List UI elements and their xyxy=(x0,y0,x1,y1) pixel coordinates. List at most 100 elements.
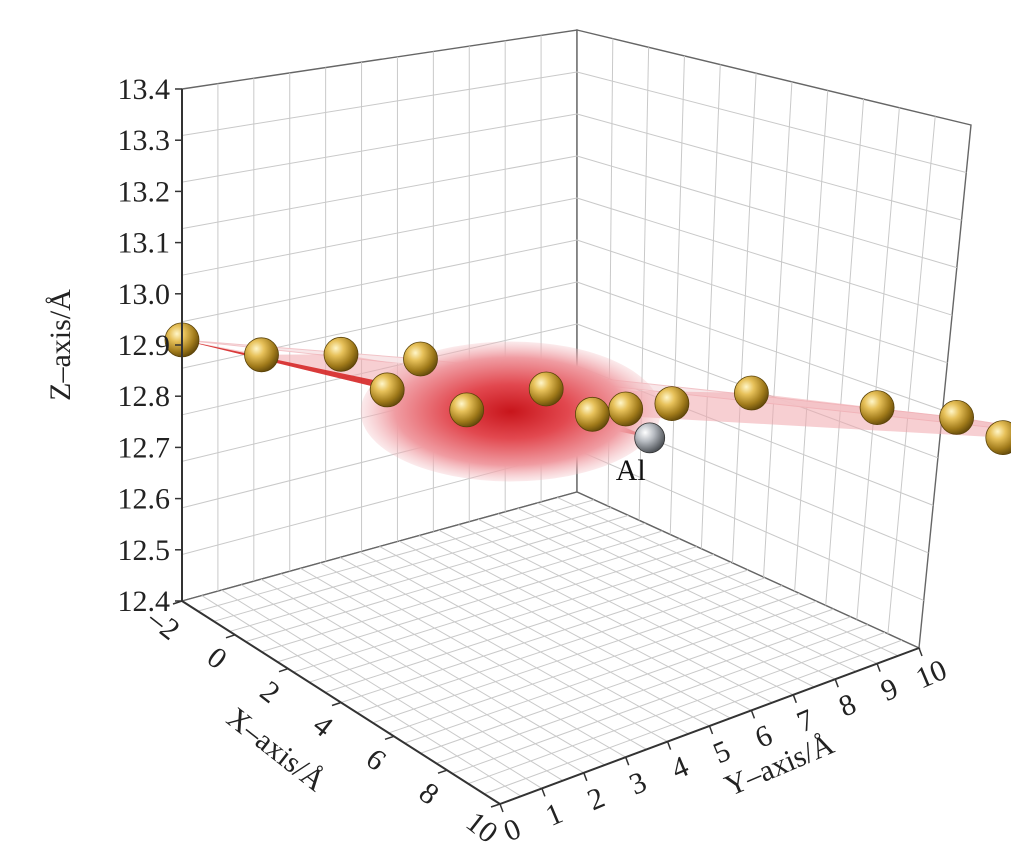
x-tick-label: 10 xyxy=(460,805,504,849)
floor-gridline xyxy=(497,513,836,680)
floor-gridline xyxy=(436,616,851,764)
side-wall-gridline xyxy=(576,197,953,316)
side-wall-gridline xyxy=(887,116,936,634)
mg-atom xyxy=(654,386,690,422)
floor-gridline xyxy=(478,518,815,688)
floor-gridline xyxy=(517,507,857,672)
side-wall-gridline xyxy=(576,449,924,601)
surface-pit-shading xyxy=(360,341,661,482)
y-tick xyxy=(624,756,630,766)
floor-gridline xyxy=(483,639,903,795)
y-tick-label: 5 xyxy=(708,734,735,770)
y-tick xyxy=(834,678,839,688)
side-wall-gridline xyxy=(576,71,967,174)
y-tick xyxy=(708,725,714,735)
floor-gridline xyxy=(452,624,868,775)
mg-atom xyxy=(939,399,974,435)
x-tick-label: 4 xyxy=(307,708,339,743)
z-tick-label: 12.5 xyxy=(118,534,171,567)
mg-atom xyxy=(575,396,610,432)
x-tick-label: 8 xyxy=(413,776,445,811)
back-wall-gridline xyxy=(181,113,578,183)
mg-atom xyxy=(244,337,279,373)
floor-gridline xyxy=(458,524,794,696)
x-tick xyxy=(172,600,183,605)
y-axis-title: Y–axis/Å xyxy=(720,727,839,802)
y-tick-label: 1 xyxy=(541,797,568,833)
z-tick-label: 13.0 xyxy=(118,278,171,311)
y-tick xyxy=(541,788,546,797)
mg-atom xyxy=(985,420,1011,455)
side-wall-gridline xyxy=(825,99,865,606)
x-tick xyxy=(490,803,501,808)
z-tick-label: 12.9 xyxy=(118,329,171,362)
y-tick xyxy=(792,694,798,704)
pink-surface xyxy=(181,339,1011,482)
x-tick-label: 6 xyxy=(360,742,392,777)
x-tick xyxy=(278,667,289,673)
z-tick-label: 12.8 xyxy=(118,380,171,413)
atom-markers: MgAl xyxy=(164,322,1011,487)
floor-gridline xyxy=(468,631,885,785)
y-tick xyxy=(876,663,881,672)
mg-atom xyxy=(734,375,769,411)
side-wall-gridline xyxy=(669,55,685,535)
y-tick xyxy=(750,710,756,719)
side-wall-gridline xyxy=(794,90,829,592)
side-wall-gridline xyxy=(576,281,943,411)
side-wall-gridline xyxy=(576,239,948,364)
back-wall-gridline xyxy=(181,155,578,230)
x-tick xyxy=(384,735,395,741)
al-label: Al xyxy=(616,454,646,487)
x-tick xyxy=(225,634,236,639)
y-tick-label: 4 xyxy=(667,750,694,786)
mg-atom xyxy=(608,391,644,427)
z-tick-label: 12.4 xyxy=(118,585,171,618)
back-wall-gridline xyxy=(181,197,578,276)
y-tick-label: 3 xyxy=(625,765,652,801)
x-axis-title: X–axis/Å xyxy=(220,701,331,798)
y-tick xyxy=(499,803,504,813)
y-tick-label: 2 xyxy=(583,781,610,817)
y-tick-label: 9 xyxy=(876,672,903,708)
z-tick-label: 13.4 xyxy=(118,73,171,106)
z-tick-label: 12.6 xyxy=(118,483,171,516)
z-tick-label: 13.3 xyxy=(118,124,171,157)
z-tick-label: 12.7 xyxy=(118,431,171,464)
z-tick-label: 13.2 xyxy=(118,175,171,208)
floor-gridline xyxy=(438,529,773,704)
side-wall-gridline xyxy=(731,73,757,563)
mg-atom xyxy=(323,336,359,372)
side-wall-gridline xyxy=(576,113,962,221)
y-tick-label: 0 xyxy=(499,812,526,848)
floor-gridline xyxy=(340,569,749,703)
floor-gridline xyxy=(420,608,834,754)
x-tick xyxy=(331,701,342,707)
floor-gridline xyxy=(557,496,899,657)
y-tick-label: 8 xyxy=(834,687,861,723)
x-tick xyxy=(437,769,448,774)
surface-band xyxy=(182,339,1011,438)
mg-atom xyxy=(403,341,438,377)
floor-gridline xyxy=(356,577,766,714)
z-axis-title: Z–axis/Å xyxy=(44,289,77,401)
back-wall-gridline xyxy=(181,239,578,323)
mg-atom xyxy=(369,372,405,408)
side-wall-gridline xyxy=(576,155,957,269)
y-tick xyxy=(583,772,588,782)
al-atom xyxy=(634,422,666,454)
side-wall-gridline xyxy=(856,107,900,620)
floor-gridline xyxy=(537,502,878,665)
x-tick-label: 0 xyxy=(201,641,233,676)
floor-gridline xyxy=(418,535,752,711)
mg-atom xyxy=(449,392,485,428)
back-wall-gridline xyxy=(181,71,578,137)
side-wall-gridline xyxy=(700,64,721,549)
y-tick xyxy=(918,647,923,657)
x-tick-label: 2 xyxy=(254,675,286,710)
y-tick xyxy=(666,741,672,750)
floor-gridline xyxy=(399,540,731,719)
floor-gridline xyxy=(372,585,783,724)
mg-atom xyxy=(528,371,564,407)
